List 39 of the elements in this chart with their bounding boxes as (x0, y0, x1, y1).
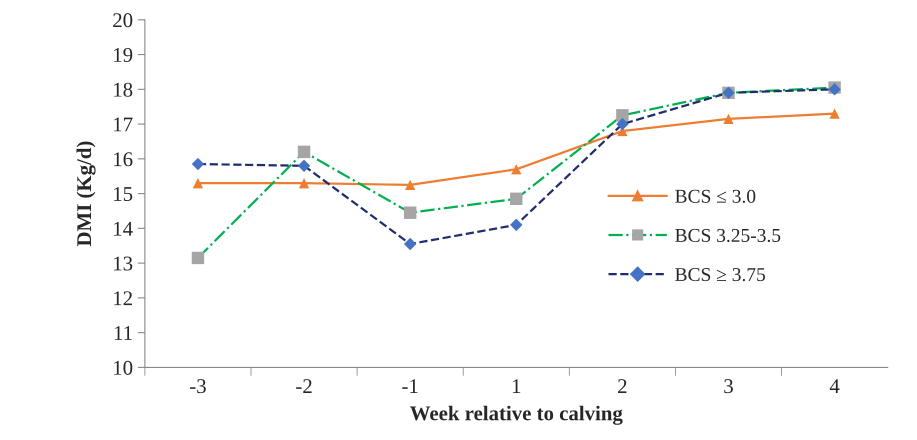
point (405, 180, 416, 190)
x-tick-label: 3 (724, 379, 733, 394)
y-tick-label: 14 (114, 222, 133, 236)
x-tick-label: 4 (830, 379, 840, 393)
point (404, 206, 416, 219)
point (192, 178, 204, 188)
point (511, 164, 522, 174)
x-tick-label: -3 (190, 379, 206, 394)
legend-label: BCS 3.25-3.5 (675, 228, 780, 242)
point (298, 146, 310, 158)
x-tick-label: 1 (512, 379, 520, 393)
point (723, 114, 734, 124)
x-tick-label: -1 (402, 379, 418, 393)
x-axis-title: Week relative to calving (410, 406, 623, 425)
y-tick-label: 12 (114, 291, 132, 306)
point (192, 158, 204, 170)
point (510, 192, 522, 206)
point (829, 108, 840, 119)
y-tick-label: 16 (114, 152, 132, 166)
legend-label: BCS ≤ 3.0 (675, 190, 756, 203)
y-tick-label: 20 (113, 13, 132, 28)
point (404, 238, 416, 250)
y-tick-label: 15 (114, 187, 132, 202)
y-tick-label: 10 (114, 360, 132, 375)
x-tick-label: -2 (296, 379, 312, 393)
point (510, 218, 522, 232)
y-tick-label: 19 (114, 48, 132, 62)
y-tick-label: 18 (114, 82, 132, 97)
legend-label: BCS ≥ 3.75 (675, 268, 766, 282)
point (616, 118, 629, 130)
point (192, 252, 204, 264)
y-tick-label: 11 (114, 326, 132, 340)
x-tick-label: 2 (618, 379, 626, 393)
y-tick-label: 17 (114, 118, 132, 132)
point (298, 160, 310, 172)
point (298, 178, 310, 188)
y-axis-title: DMI (Kg/d) (76, 142, 96, 246)
y-tick-label: 13 (114, 256, 132, 271)
point (616, 109, 629, 122)
